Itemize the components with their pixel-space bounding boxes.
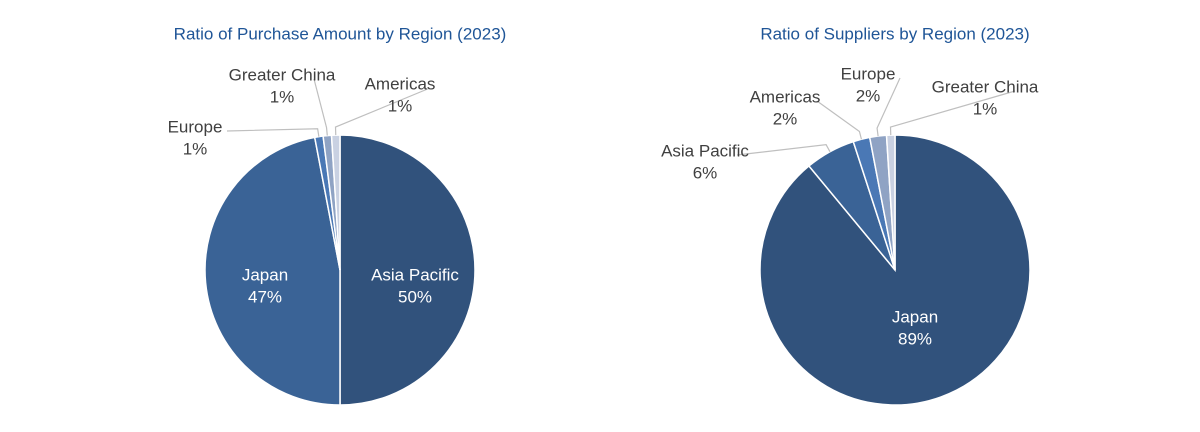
- slice-value: 1%: [973, 99, 998, 118]
- leader-line: [334, 87, 431, 136]
- slice-value: 1%: [183, 139, 208, 158]
- slice-value: 47%: [248, 287, 282, 306]
- slice-value: 2%: [856, 86, 881, 105]
- slice-label: Europe: [168, 117, 223, 136]
- slice-label: Americas: [365, 74, 436, 93]
- leader-line: [876, 77, 901, 137]
- slice-label: Japan: [242, 265, 288, 284]
- slice-value: 1%: [388, 96, 413, 115]
- leader-line: [226, 128, 320, 137]
- slice-label: Greater China: [932, 77, 1039, 96]
- slice-value: 2%: [773, 109, 798, 128]
- slice-label: Asia Pacific: [661, 141, 749, 160]
- pie-slice: [204, 136, 341, 406]
- slice-label: Japan: [892, 307, 938, 326]
- slice-value: 89%: [898, 329, 932, 348]
- slice-label: Americas: [750, 87, 821, 106]
- slice-value: 1%: [270, 87, 295, 106]
- slice-label: Asia Pacific: [371, 265, 459, 284]
- leader-line: [889, 90, 1016, 136]
- chart-title: Ratio of Purchase Amount by Region (2023…: [174, 24, 507, 43]
- leader-line: [816, 100, 863, 140]
- leader-line: [313, 78, 328, 136]
- leader-line: [736, 144, 831, 156]
- slice-value: 50%: [398, 287, 432, 306]
- chart-title: Ratio of Suppliers by Region (2023): [760, 24, 1029, 43]
- slice-value: 6%: [693, 163, 718, 182]
- slice-label: Greater China: [229, 65, 336, 84]
- slice-label: Europe: [841, 64, 896, 83]
- pie-slice: [339, 134, 476, 406]
